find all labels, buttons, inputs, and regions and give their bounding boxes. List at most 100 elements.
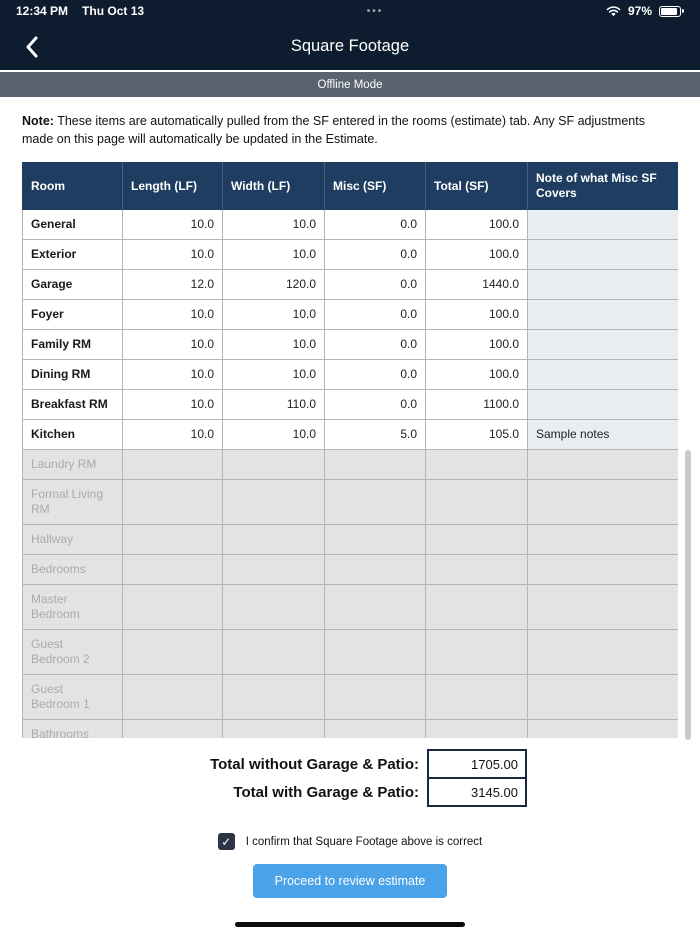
length-cell <box>122 584 223 630</box>
length-cell[interactable]: 10.0 <box>122 209 223 240</box>
misc-cell[interactable]: 0.0 <box>324 239 426 270</box>
total-cell: 100.0 <box>425 329 528 360</box>
note-text: Note: These items are automatically pull… <box>22 114 645 146</box>
length-cell <box>122 449 223 480</box>
width-cell[interactable]: 10.0 <box>222 299 325 330</box>
room-cell: Family RM <box>22 329 123 360</box>
note-cell[interactable] <box>527 389 678 420</box>
note-cell[interactable] <box>527 329 678 360</box>
length-cell <box>122 674 223 720</box>
note-cell <box>527 719 678 738</box>
misc-cell <box>324 719 426 738</box>
width-cell[interactable]: 10.0 <box>222 329 325 360</box>
table-row: Laundry RM <box>22 449 678 480</box>
table-row: Kitchen 10.0 10.0 5.0 105.0 Sample notes <box>22 419 678 450</box>
scrollbar[interactable] <box>685 450 691 740</box>
width-cell[interactable]: 110.0 <box>222 389 325 420</box>
confirm-checkbox[interactable]: ✓ <box>217 833 235 850</box>
misc-cell <box>324 524 426 555</box>
length-cell[interactable]: 10.0 <box>122 419 223 450</box>
header-total: Total (SF) <box>425 162 528 210</box>
misc-cell[interactable]: 5.0 <box>324 419 426 450</box>
total-cell <box>425 479 528 525</box>
total-with-garage-label: Total with Garage & Patio: <box>233 783 419 801</box>
table-row: Bathrooms <box>22 719 678 738</box>
note-cell <box>527 554 678 585</box>
note-cell[interactable] <box>527 299 678 330</box>
total-without-garage-value: 1705.00 <box>427 749 527 779</box>
length-cell[interactable]: 10.0 <box>122 299 223 330</box>
proceed-to-review-button[interactable]: Proceed to review estimate <box>252 864 448 898</box>
table-header-row: Room Length (LF) Width (LF) Misc (SF) To… <box>22 162 678 210</box>
note-cell <box>527 479 678 525</box>
rooms-table: Room Length (LF) Width (LF) Misc (SF) To… <box>22 162 678 738</box>
total-cell <box>425 584 528 630</box>
back-button[interactable] <box>16 32 46 62</box>
misc-cell[interactable]: 0.0 <box>324 359 426 390</box>
room-cell: Kitchen <box>22 419 123 450</box>
total-cell: 1440.0 <box>425 269 528 300</box>
offline-mode-banner: Offline Mode <box>0 72 700 97</box>
length-cell <box>122 554 223 585</box>
length-cell[interactable]: 10.0 <box>122 329 223 360</box>
note-cell <box>527 629 678 675</box>
misc-cell[interactable]: 0.0 <box>324 389 426 420</box>
room-cell: Foyer <box>22 299 123 330</box>
note-cell[interactable]: Sample notes <box>527 419 678 450</box>
length-cell[interactable]: 10.0 <box>122 239 223 270</box>
width-cell <box>222 674 325 720</box>
width-cell <box>222 629 325 675</box>
width-cell <box>222 719 325 738</box>
misc-cell[interactable]: 0.0 <box>324 299 426 330</box>
home-indicator[interactable] <box>235 922 465 927</box>
misc-cell[interactable]: 0.0 <box>324 269 426 300</box>
nav-bar: Square Footage <box>0 22 700 70</box>
room-cell: Guest Bedroom 2 <box>22 629 123 675</box>
width-cell[interactable]: 10.0 <box>222 239 325 270</box>
length-cell[interactable]: 10.0 <box>122 359 223 390</box>
note-cell[interactable] <box>527 359 678 390</box>
total-cell: 100.0 <box>425 359 528 390</box>
total-cell: 100.0 <box>425 209 528 240</box>
note-cell <box>527 449 678 480</box>
width-cell[interactable]: 10.0 <box>222 209 325 240</box>
length-cell[interactable]: 12.0 <box>122 269 223 300</box>
status-bar: 12:34 PM Thu Oct 13 ••• 97% <box>0 0 700 22</box>
misc-cell <box>324 629 426 675</box>
length-cell[interactable]: 10.0 <box>122 389 223 420</box>
note-cell[interactable] <box>527 269 678 300</box>
total-cell <box>425 554 528 585</box>
rooms-table-viewport[interactable]: Room Length (LF) Width (LF) Misc (SF) To… <box>22 162 678 738</box>
note-cell[interactable] <box>527 209 678 240</box>
width-cell <box>222 479 325 525</box>
misc-cell[interactable]: 0.0 <box>324 329 426 360</box>
total-cell <box>425 449 528 480</box>
misc-cell[interactable]: 0.0 <box>324 209 426 240</box>
note-cell <box>527 674 678 720</box>
note-cell <box>527 584 678 630</box>
room-cell: Exterior <box>22 239 123 270</box>
confirm-row: ✓ I confirm that Square Footage above is… <box>0 833 700 850</box>
battery-icon <box>659 5 684 17</box>
room-cell: Dining RM <box>22 359 123 390</box>
width-cell[interactable]: 10.0 <box>222 419 325 450</box>
total-cell <box>425 629 528 675</box>
width-cell <box>222 554 325 585</box>
note-cell[interactable] <box>527 239 678 270</box>
misc-cell <box>324 584 426 630</box>
header-room: Room <box>22 162 123 210</box>
length-cell <box>122 719 223 738</box>
width-cell[interactable]: 10.0 <box>222 359 325 390</box>
note-bold: Note: <box>22 114 54 128</box>
header-misc: Misc (SF) <box>324 162 426 210</box>
misc-cell <box>324 449 426 480</box>
width-cell <box>222 449 325 480</box>
width-cell[interactable]: 120.0 <box>222 269 325 300</box>
table-row: General 10.0 10.0 0.0 100.0 <box>22 209 678 240</box>
header-width: Width (LF) <box>222 162 325 210</box>
total-cell <box>425 524 528 555</box>
total-cell <box>425 719 528 738</box>
table-row: Guest Bedroom 2 <box>22 629 678 675</box>
room-cell: Garage <box>22 269 123 300</box>
total-without-garage-label: Total without Garage & Patio: <box>210 755 419 773</box>
